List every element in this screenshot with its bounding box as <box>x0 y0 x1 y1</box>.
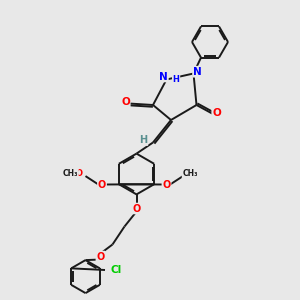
Text: O: O <box>162 179 171 190</box>
Text: O: O <box>76 169 83 178</box>
Text: N: N <box>193 67 202 77</box>
Text: H: H <box>139 135 148 145</box>
Text: O: O <box>98 179 106 190</box>
Text: O: O <box>96 251 105 262</box>
Text: N: N <box>159 71 168 82</box>
Text: CH₃: CH₃ <box>182 169 198 178</box>
Text: O: O <box>212 107 221 118</box>
Text: CH₃: CH₃ <box>63 169 78 178</box>
Text: Cl: Cl <box>111 265 122 275</box>
Text: O: O <box>121 97 130 107</box>
Text: O: O <box>132 203 141 214</box>
Text: H: H <box>173 75 179 84</box>
